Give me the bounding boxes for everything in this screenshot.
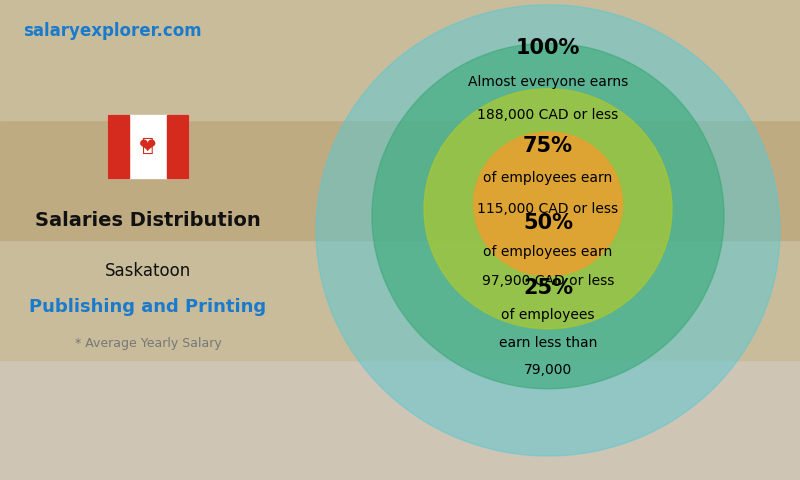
Text: ❤: ❤	[139, 136, 157, 156]
Ellipse shape	[474, 132, 622, 276]
Bar	[108, 115, 129, 178]
Text: 97,900 CAD or less: 97,900 CAD or less	[482, 274, 614, 288]
Text: 50%: 50%	[523, 213, 573, 233]
Text: of employees earn: of employees earn	[483, 245, 613, 259]
Bar	[0, 240, 800, 360]
Bar	[108, 115, 188, 178]
Text: 115,000 CAD or less: 115,000 CAD or less	[478, 202, 618, 216]
Text: 🍁: 🍁	[142, 136, 154, 155]
Bar	[0, 360, 800, 480]
Text: Almost everyone earns: Almost everyone earns	[468, 74, 628, 89]
Bar	[0, 120, 800, 240]
Ellipse shape	[424, 89, 672, 329]
Ellipse shape	[372, 43, 724, 389]
Text: 75%: 75%	[523, 136, 573, 156]
Text: earn less than: earn less than	[499, 336, 597, 350]
Text: salaryexplorer.com: salaryexplorer.com	[22, 22, 202, 40]
Text: 25%: 25%	[523, 278, 573, 298]
Bar	[167, 115, 188, 178]
Text: 100%: 100%	[516, 38, 580, 58]
Bar	[0, 0, 800, 120]
Text: Saskatoon: Saskatoon	[105, 262, 191, 280]
Text: Publishing and Printing: Publishing and Printing	[30, 298, 266, 316]
Text: 188,000 CAD or less: 188,000 CAD or less	[478, 108, 618, 122]
Text: * Average Yearly Salary: * Average Yearly Salary	[74, 336, 222, 350]
Text: of employees earn: of employees earn	[483, 170, 613, 185]
Text: of employees: of employees	[502, 308, 594, 323]
Text: Salaries Distribution: Salaries Distribution	[35, 211, 261, 230]
Ellipse shape	[316, 5, 780, 456]
Text: 79,000: 79,000	[524, 363, 572, 377]
